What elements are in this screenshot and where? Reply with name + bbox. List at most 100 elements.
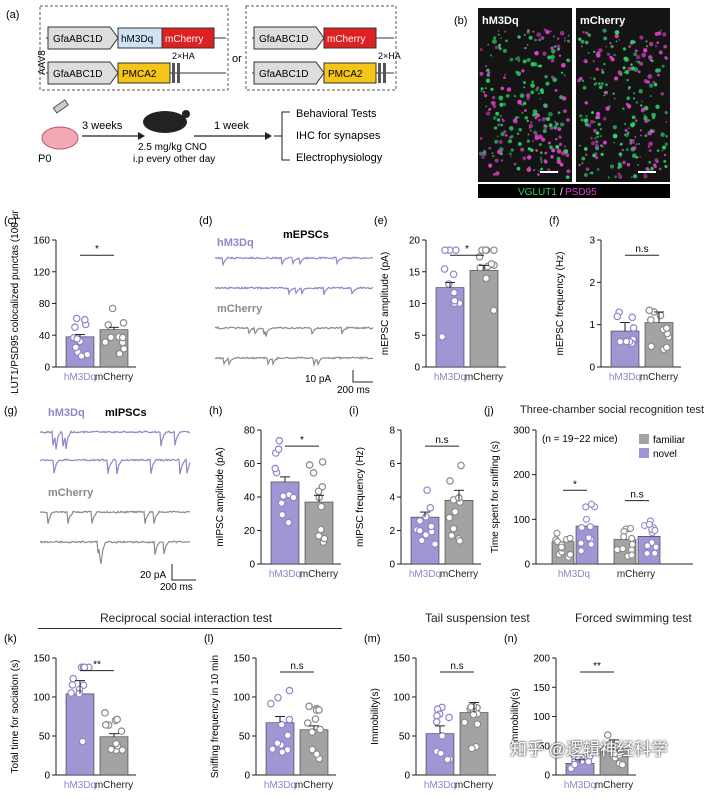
data-point	[278, 748, 287, 756]
y-tick-label: 80	[39, 299, 51, 310]
data-point	[586, 523, 594, 531]
chart-e-label: (e)	[374, 215, 387, 227]
promoter-label-3: GfaABC1D	[259, 34, 308, 45]
data-point	[662, 343, 671, 352]
bar-hM3Dq	[435, 287, 465, 368]
reciprocal-title: Reciprocal social interaction test	[100, 611, 273, 625]
forced-title: Forced swimming test	[575, 611, 692, 625]
x-tick-label: hM3Dq	[269, 569, 301, 580]
x-tick-label: mCherry	[455, 780, 493, 791]
data-point	[73, 335, 81, 343]
y-tick-label: 50	[239, 732, 251, 743]
y-tick-label: 150	[233, 654, 250, 665]
chart-k-ylabel: Total time for sociation (s)	[10, 660, 21, 774]
data-point	[427, 522, 436, 531]
mouse-icon	[143, 111, 187, 133]
data-point	[314, 487, 323, 496]
significance-label: *	[300, 435, 304, 446]
chart-i: (i) mIPSC frequency (Hz) 0 2 4 6 8 hM3DqmCherry…	[349, 405, 481, 580]
data-point	[277, 499, 286, 507]
pup-icon	[41, 126, 79, 150]
y-tick-label: 0	[244, 771, 250, 782]
data-point	[101, 721, 110, 729]
panel-a-schematic: (a) AAV8 GfaABC1D hM3Dq mCherry GfaABC1D…	[6, 5, 401, 165]
trace-mcherry-label: mCherry	[217, 303, 263, 315]
data-point	[120, 344, 128, 353]
data-point	[422, 531, 430, 539]
chart-e-ylabel: mEPSC amplitude (pA)	[380, 252, 391, 355]
data-point	[277, 720, 286, 729]
data-point	[582, 515, 590, 523]
panel-g-traces: (g) hM3Dq mIPSCs mCherry 20 pA 200 ms	[4, 405, 196, 592]
panel-b-label: (b)	[454, 15, 467, 27]
chart-h: (h) mIPSC amplitude (pA) 0 20 40 60 80 hM3DqmCh…	[209, 405, 341, 580]
data-point	[271, 464, 280, 473]
data-point	[108, 304, 117, 313]
mcherry-block-label: mCherry	[165, 34, 203, 45]
x-tick-label: hM3Dq	[424, 780, 456, 791]
data-point	[285, 715, 294, 724]
y-tick-label: 0	[524, 560, 530, 571]
y-tick-label: 40	[39, 331, 51, 342]
y-tick-label: 3	[589, 236, 595, 247]
data-point	[317, 525, 325, 534]
data-point	[101, 709, 109, 717]
chart-h-ylabel: mIPSC amplitude (pA)	[215, 447, 226, 546]
chart-j-ylabel: Time spent for sniffing (s)	[490, 441, 501, 553]
data-point	[443, 755, 452, 764]
x-tick-label: mCherry	[640, 372, 678, 383]
y-tick-label: 300	[513, 426, 530, 437]
vglut-label: VGLUT1	[518, 187, 557, 198]
outcome-behavior: Behavioral Tests	[296, 108, 377, 120]
data-point	[628, 313, 637, 322]
data-point	[473, 720, 482, 728]
scale-g-pa-label: 20 pA	[140, 570, 166, 581]
data-point	[438, 332, 446, 341]
data-point	[622, 337, 631, 346]
data-point	[289, 493, 298, 502]
data-point	[107, 745, 115, 754]
data-point	[101, 338, 110, 346]
y-tick-label: 0	[389, 560, 395, 571]
data-point	[274, 445, 283, 453]
y-tick-label: 0	[589, 363, 595, 374]
data-point	[645, 520, 653, 528]
data-point	[467, 744, 476, 753]
micrograph-mcherry-label: mCherry	[580, 15, 626, 27]
x-tick-label: hM3Dq	[264, 780, 296, 791]
data-point	[81, 315, 89, 324]
data-point	[475, 252, 484, 261]
y-tick-label: 120	[33, 267, 50, 278]
y-tick-label: 150	[393, 654, 410, 665]
data-point	[476, 263, 485, 272]
data-point	[437, 749, 445, 758]
panel-a-label: (a)	[6, 9, 19, 21]
chart-n-label: (n)	[504, 633, 517, 645]
chart-m-label: (m)	[364, 633, 381, 645]
data-point	[457, 461, 465, 470]
y-tick-label: 200	[513, 470, 530, 481]
data-point	[449, 524, 458, 533]
panel-g-title: mIPSCs	[105, 407, 147, 419]
hm3dq-block-label: hM3Dq	[121, 34, 153, 45]
chart-l-label: (l)	[204, 633, 214, 645]
data-point	[445, 713, 453, 722]
y-tick-label: 100	[513, 515, 530, 526]
chart-n: (n) Immobility(s) 0 50 100 150 200 hM3DqmCherry…	[504, 633, 636, 791]
data-point	[67, 689, 75, 697]
y-tick-label: 0	[544, 771, 550, 782]
y-tick-label: 20	[244, 526, 256, 537]
stain-slash: /	[560, 187, 563, 198]
promoter-label-4: GfaABC1D	[259, 69, 308, 80]
data-point	[487, 260, 496, 268]
data-point	[577, 539, 585, 547]
data-point	[460, 718, 469, 727]
pmca2-block	[117, 62, 171, 84]
bar-mCherry	[444, 500, 474, 565]
y-tick-label: 160	[33, 236, 50, 247]
week1-label: 1 week	[214, 120, 249, 132]
trace-hm3dq-label: hM3Dq	[217, 237, 254, 249]
y-tick-label: 100	[393, 693, 410, 704]
mcherry-block	[161, 27, 215, 49]
